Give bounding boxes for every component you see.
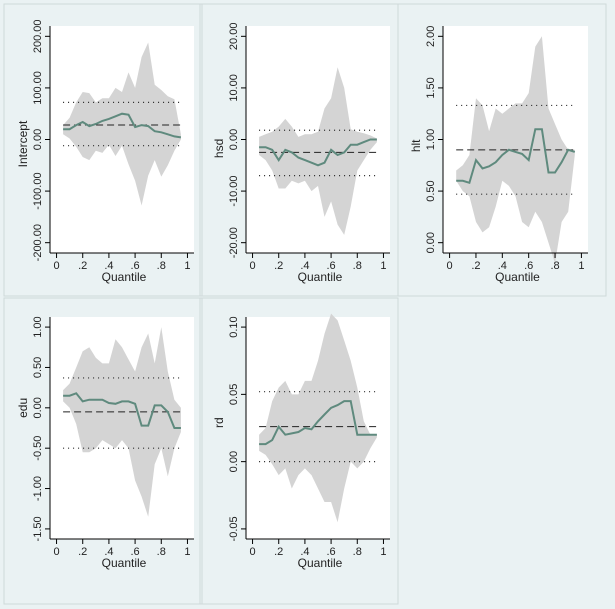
x-tick-label: 1: [578, 260, 584, 272]
x-tick-label: 0: [447, 260, 453, 272]
quantile-estimate-line: [259, 138, 377, 167]
panel-Intercept: -200.00 -100.00 0.00 100.00 200.00 0 .2 .4 .6 .8 1…: [3, 3, 203, 297]
y-tick-label: -0.50: [32, 436, 44, 461]
x-tick-label: .4: [300, 260, 309, 272]
x-tick-label: .6: [524, 260, 533, 272]
x-tick-label: .8: [353, 546, 362, 558]
x-tick-label: 0: [249, 260, 255, 272]
y-tick-label: 0.00: [32, 397, 44, 418]
x-axis-title: Quantile: [102, 556, 147, 570]
x-tick-label: .2: [78, 546, 87, 558]
quantile-estimate-line: [63, 112, 182, 139]
x-tick-label: .2: [471, 260, 480, 272]
x-axis-title: Quantile: [298, 556, 343, 570]
y-tick-label: -200.00: [32, 224, 44, 261]
x-tick-label: .4: [498, 260, 507, 272]
y-tick-label: 1.00: [32, 316, 44, 337]
y-tick-label: 100.00: [32, 71, 44, 105]
panel-rd: -0.05 0.00 0.05 0.10 0 .2 .4 .6 .8 1 Quantile rd: [199, 297, 399, 605]
x-tick-label: 0: [249, 546, 255, 558]
x-tick-label: 1: [380, 260, 386, 272]
y-axis-title: edu: [16, 398, 30, 418]
y-tick-label: 0.50: [425, 180, 437, 201]
x-tick-label: .6: [326, 546, 335, 558]
panel-edu: -1.50 -1.00 -0.50 0.00 0.50 1.00 0 .2 .4 .6 .8 1 Qua…: [3, 297, 203, 605]
y-tick-label: -10.00: [228, 175, 240, 206]
y-tick-label: 0.50: [32, 357, 44, 378]
y-axis-title: Intercept: [16, 120, 30, 167]
y-axis-title: rd: [212, 417, 226, 428]
x-tick-label: .2: [78, 260, 87, 272]
x-axis-title: Quantile: [298, 270, 343, 284]
panel-hsd: -20.00 -10.00 0.00 10.00 20.00 0 .2 .4 .6 .8 1 Quan…: [199, 3, 399, 297]
y-tick-label: 0.00: [228, 451, 240, 472]
confidence-band: [259, 67, 377, 235]
x-tick-label: 1: [184, 546, 190, 558]
x-tick-label: 0: [53, 260, 59, 272]
y-tick-label: 10.00: [228, 74, 240, 102]
quantile-estimate-line: [259, 400, 377, 446]
x-tick-label: .8: [157, 546, 166, 558]
y-tick-label: 0.00: [228, 129, 240, 150]
quantile-estimate-line: [63, 392, 181, 429]
y-tick-label: 2.00: [425, 26, 437, 47]
y-tick-label: -0.05: [228, 516, 240, 541]
y-tick-label: 1.50: [425, 77, 437, 98]
confidence-band: [63, 42, 181, 206]
x-tick-label: .8: [353, 260, 362, 272]
confidence-band: [259, 313, 377, 523]
y-tick-label: 200.00: [32, 19, 44, 53]
panel-frame: [3, 3, 203, 297]
panel-frame: [199, 297, 399, 605]
x-tick-label: .4: [104, 260, 113, 272]
y-tick-label: 0.00: [425, 232, 437, 253]
y-axis-title: hlt: [409, 139, 423, 152]
x-tick-label: .8: [157, 260, 166, 272]
x-tick-label: 0: [53, 546, 59, 558]
y-tick-label: 0.10: [228, 316, 240, 337]
x-tick-label: .4: [300, 546, 309, 558]
x-tick-label: .2: [274, 260, 283, 272]
y-tick-label: 0.00: [32, 129, 44, 150]
panel-frame: [3, 297, 203, 605]
y-axis-title: hsd: [212, 139, 226, 158]
panel-hlt: 0.00 0.50 1.00 1.50 2.00 0 .2 .4 .6 .8 1 Quantile hl…: [397, 3, 607, 297]
x-tick-label: .8: [550, 260, 559, 272]
x-tick-label: .6: [326, 260, 335, 272]
panel-frame: [397, 3, 607, 297]
y-tick-label: 0.05: [228, 384, 240, 405]
y-tick-label: -1.50: [32, 516, 44, 541]
y-tick-label: 1.00: [425, 129, 437, 150]
y-tick-label: -1.00: [32, 476, 44, 501]
confidence-band: [63, 327, 181, 517]
x-tick-label: 1: [380, 546, 386, 558]
x-tick-label: 1: [184, 260, 190, 272]
y-tick-label: 20.00: [228, 23, 240, 51]
x-axis-title: Quantile: [495, 270, 540, 284]
x-tick-label: .6: [130, 546, 139, 558]
y-tick-label: -100.00: [32, 172, 44, 209]
x-tick-label: .6: [130, 260, 139, 272]
x-tick-label: .2: [274, 546, 283, 558]
x-axis-title: Quantile: [102, 270, 147, 284]
quantile-estimate-line: [456, 128, 576, 185]
x-tick-label: .4: [104, 546, 113, 558]
y-tick-label: -20.00: [228, 227, 240, 258]
